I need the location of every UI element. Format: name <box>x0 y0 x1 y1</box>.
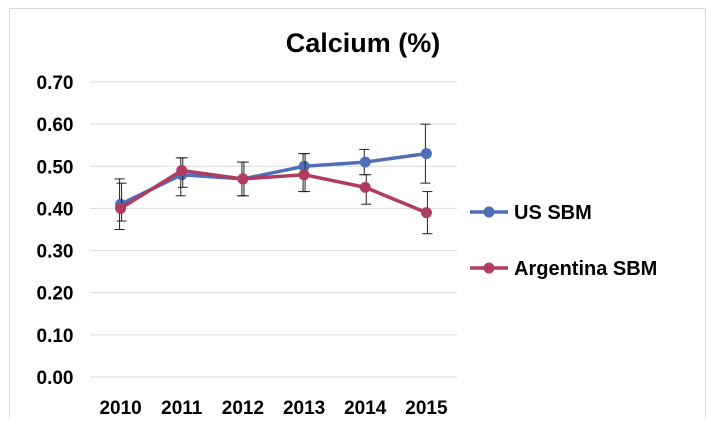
data-point <box>420 207 432 219</box>
data-point <box>298 169 310 181</box>
data-point <box>298 160 310 172</box>
series-2 <box>115 153 433 235</box>
data-point <box>115 202 127 214</box>
y-tick-label: 0.60 <box>37 115 74 136</box>
y-tick-label: 0.70 <box>37 73 74 94</box>
y-tick-label: 0.30 <box>37 242 74 263</box>
gridlines <box>90 81 457 378</box>
x-tick-label: 2011 <box>161 398 203 419</box>
legend-label: Argentina SBM <box>514 258 657 280</box>
data-point <box>359 156 371 168</box>
data-point <box>359 181 371 193</box>
x-tick-label: 2015 <box>405 398 448 419</box>
y-tick-label: 0.50 <box>37 157 74 178</box>
y-tick-label: 0.20 <box>37 284 74 305</box>
legend-marker <box>483 262 495 274</box>
x-axis-ticks: 2010 2011 2012 2013 2014 2015 <box>99 398 448 419</box>
y-tick-label: 0.40 <box>37 199 74 220</box>
legend: US SBM Argentina SBM <box>470 202 657 280</box>
x-tick-label: 2012 <box>222 398 264 419</box>
y-axis-ticks: 0.00 0.10 0.20 0.30 0.40 0.50 0.60 0.70 <box>37 73 74 389</box>
data-point <box>176 165 188 176</box>
legend-item: Argentina SBM <box>470 258 657 280</box>
chart-title: Calcium (%) <box>286 28 441 58</box>
data-point <box>420 148 432 160</box>
y-tick-label: 0.10 <box>37 326 74 347</box>
series-line <box>119 168 428 215</box>
data-point <box>237 173 249 185</box>
x-tick-label: 2010 <box>99 398 141 419</box>
y-tick-label: 0.00 <box>37 368 74 389</box>
plot-series <box>114 123 433 235</box>
x-tick-label: 2013 <box>283 398 325 419</box>
x-tick-label: 2014 <box>344 398 387 419</box>
legend-label: US SBM <box>514 202 592 224</box>
chart-frame <box>9 8 706 419</box>
legend-marker <box>483 206 495 218</box>
legend-item: US SBM <box>470 202 592 224</box>
series-line <box>119 151 427 206</box>
